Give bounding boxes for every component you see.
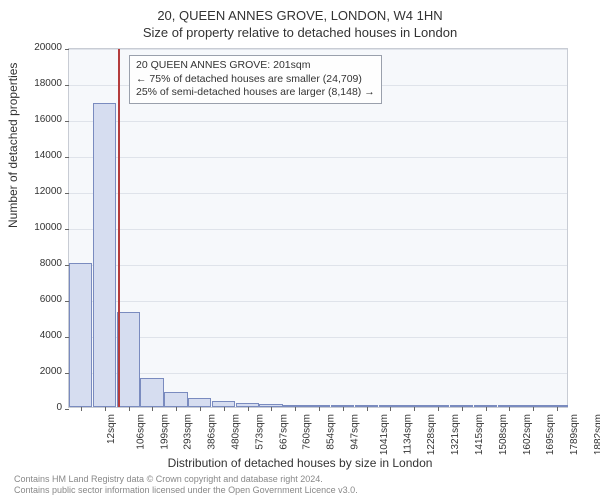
gridline (69, 373, 567, 374)
x-tick-label: 293sqm (183, 414, 194, 450)
gridline (69, 157, 567, 158)
x-tick (414, 407, 415, 411)
y-tick-label: 0 (22, 402, 62, 413)
y-tick-label: 4000 (22, 330, 62, 341)
x-tick (533, 407, 534, 411)
y-tick-label: 18000 (22, 78, 62, 89)
x-tick-label: 573sqm (254, 414, 265, 450)
x-tick (319, 407, 320, 411)
info-line-3: 25% of semi-detached houses are larger (… (136, 86, 375, 100)
y-tick (65, 409, 69, 410)
x-tick-label: 480sqm (231, 414, 242, 450)
x-tick-label: 1789sqm (569, 414, 580, 455)
x-axis-title: Distribution of detached houses by size … (0, 456, 600, 470)
x-tick (509, 407, 510, 411)
histogram-bar (93, 103, 116, 407)
x-tick (486, 407, 487, 411)
y-tick (65, 85, 69, 86)
citation-line-2: Contains public sector information licen… (14, 485, 358, 496)
chart-title-sub: Size of property relative to detached ho… (0, 23, 600, 40)
x-tick-label: 1134sqm (402, 414, 413, 454)
y-tick-label: 14000 (22, 150, 62, 161)
citation: Contains HM Land Registry data © Crown c… (14, 474, 358, 496)
y-tick-label: 12000 (22, 186, 62, 197)
property-marker-line (118, 49, 120, 407)
x-tick-label: 1508sqm (498, 414, 509, 455)
y-tick-label: 8000 (22, 258, 62, 269)
x-tick-label: 947sqm (350, 414, 361, 450)
x-tick (438, 407, 439, 411)
chart-container: 20, QUEEN ANNES GROVE, LONDON, W4 1HN Si… (0, 0, 600, 500)
x-tick (343, 407, 344, 411)
x-tick (271, 407, 272, 411)
x-tick-label: 1415sqm (474, 414, 485, 455)
y-tick-label: 6000 (22, 294, 62, 305)
gridline (69, 229, 567, 230)
y-tick (65, 49, 69, 50)
marker-info-box: 20 QUEEN ANNES GROVE: 201sqm ← 75% of de… (129, 55, 382, 104)
x-tick (248, 407, 249, 411)
y-axis-title: Number of detached properties (6, 63, 20, 228)
x-tick-label: 1602sqm (522, 414, 533, 455)
y-tick-label: 16000 (22, 114, 62, 125)
y-tick (65, 229, 69, 230)
gridline (69, 265, 567, 266)
gridline (69, 193, 567, 194)
x-tick (557, 407, 558, 411)
y-tick (65, 193, 69, 194)
x-tick-label: 12sqm (106, 414, 117, 444)
x-tick-label: 386sqm (207, 414, 218, 450)
y-tick (65, 157, 69, 158)
x-tick (367, 407, 368, 411)
histogram-bar (188, 398, 211, 407)
x-tick (224, 407, 225, 411)
x-tick (105, 407, 106, 411)
gridline (69, 49, 567, 50)
x-tick-label: 106sqm (135, 414, 146, 450)
x-tick-label: 1321sqm (450, 414, 461, 455)
x-tick-label: 1882sqm (593, 414, 600, 455)
info-line-2: ← 75% of detached houses are smaller (24… (136, 73, 375, 87)
x-tick (152, 407, 153, 411)
info-line-1: 20 QUEEN ANNES GROVE: 201sqm (136, 59, 375, 73)
x-tick-label: 1041sqm (379, 414, 390, 455)
x-tick (390, 407, 391, 411)
x-tick-label: 760sqm (302, 414, 313, 450)
x-tick (295, 407, 296, 411)
gridline (69, 337, 567, 338)
gridline (69, 301, 567, 302)
x-tick (176, 407, 177, 411)
x-tick-label: 667sqm (278, 414, 289, 450)
x-tick-label: 199sqm (159, 414, 170, 450)
chart-title-main: 20, QUEEN ANNES GROVE, LONDON, W4 1HN (0, 0, 600, 23)
x-tick-label: 1695sqm (546, 414, 557, 455)
y-tick-label: 20000 (22, 42, 62, 53)
histogram-bar (117, 312, 140, 407)
histogram-bar (140, 378, 163, 407)
plot-area: 20 QUEEN ANNES GROVE: 201sqm ← 75% of de… (68, 48, 568, 408)
x-tick-label: 1228sqm (427, 414, 438, 455)
gridline (69, 121, 567, 122)
histogram-bar (69, 263, 92, 407)
y-tick-label: 10000 (22, 222, 62, 233)
x-tick (81, 407, 82, 411)
y-tick (65, 121, 69, 122)
x-tick (200, 407, 201, 411)
x-tick (462, 407, 463, 411)
x-tick (129, 407, 130, 411)
y-tick-label: 2000 (22, 366, 62, 377)
citation-line-1: Contains HM Land Registry data © Crown c… (14, 474, 358, 485)
histogram-bar (164, 392, 187, 407)
x-tick-label: 854sqm (326, 414, 337, 450)
